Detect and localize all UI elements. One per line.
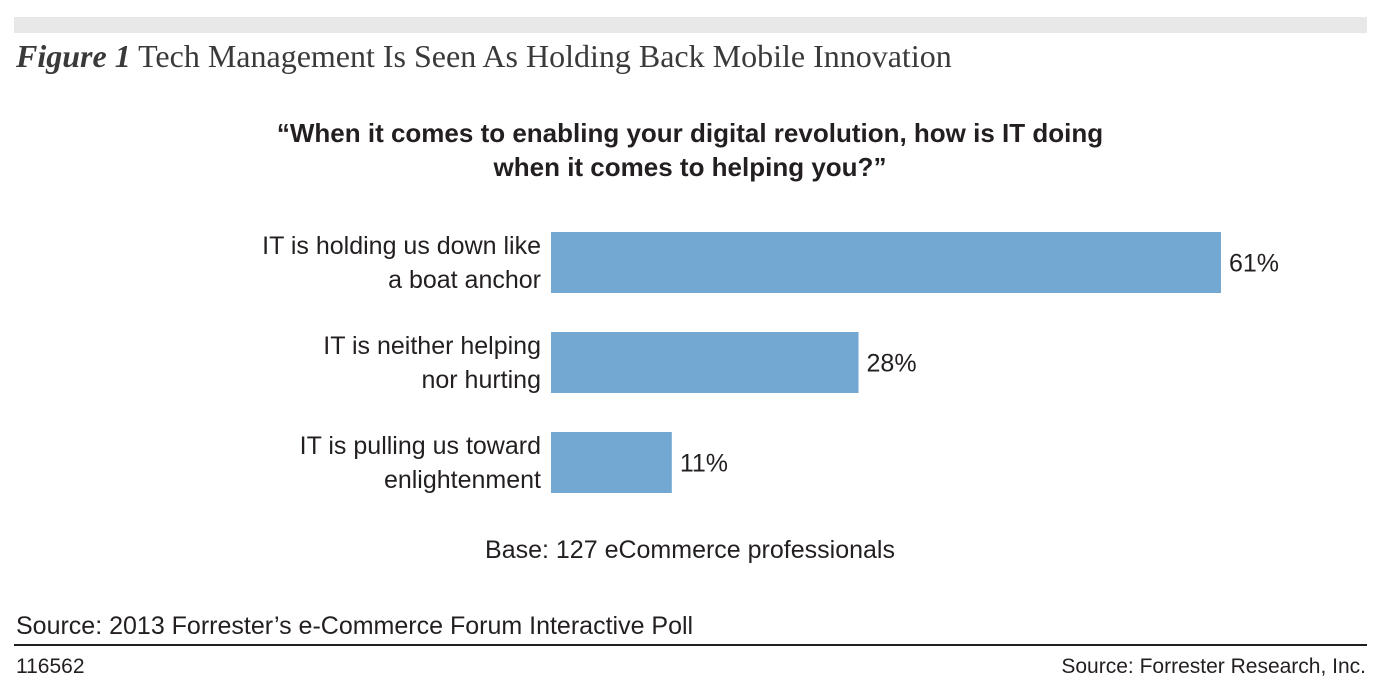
value-label-1: 61%	[1229, 250, 1279, 278]
figure-label: Figure 1	[16, 38, 131, 74]
chart-title-line-2: when it comes to helping you?”	[493, 152, 887, 182]
base-note: Base: 127 eCommerce professionals	[485, 536, 895, 564]
bar-2	[551, 332, 859, 393]
category-label-3-line-2: enlightenment	[384, 466, 541, 494]
bar-3	[551, 432, 672, 493]
figure-title-text: Tech Management Is Seen As Holding Back …	[138, 38, 952, 74]
header-band	[14, 17, 1367, 33]
credit-note: Source: Forrester Research, Inc.	[1061, 655, 1366, 678]
value-label-3: 11%	[680, 450, 728, 478]
category-label-3-line-1: IT is pulling us toward	[300, 432, 541, 460]
chart-title-line-1: “When it comes to enabling your digital …	[276, 118, 1104, 148]
chart-title: “When it comes to enabling your digital …	[140, 116, 1240, 184]
bar-1	[551, 232, 1221, 293]
category-label-1-line-2: a boat anchor	[388, 266, 541, 294]
figure-id: 116562	[16, 655, 85, 678]
value-label-2: 28%	[867, 350, 917, 378]
category-label-1-line-1: IT is holding us down like	[262, 232, 541, 260]
category-label-2-line-1: IT is neither helping	[323, 332, 541, 360]
footer-divider	[14, 644, 1367, 646]
category-label-2-line-2: nor hurting	[421, 366, 541, 394]
source-note: Source: 2013 Forrester’s e-Commerce Foru…	[16, 612, 694, 640]
figure-title: Figure 1 Tech Management Is Seen As Hold…	[16, 38, 952, 75]
